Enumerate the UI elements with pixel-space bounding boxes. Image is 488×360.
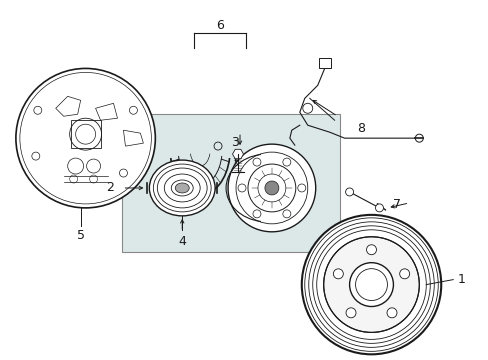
- Circle shape: [238, 184, 245, 192]
- Polygon shape: [232, 149, 243, 159]
- Circle shape: [301, 215, 440, 354]
- Circle shape: [282, 158, 290, 166]
- Circle shape: [252, 210, 261, 218]
- Circle shape: [252, 158, 261, 166]
- Circle shape: [16, 68, 155, 208]
- Text: 1: 1: [456, 273, 464, 286]
- Circle shape: [399, 269, 409, 279]
- Circle shape: [349, 263, 393, 306]
- Circle shape: [366, 245, 376, 255]
- Circle shape: [414, 134, 423, 142]
- Circle shape: [323, 237, 419, 332]
- Circle shape: [282, 210, 290, 218]
- Text: 6: 6: [216, 19, 224, 32]
- Text: 3: 3: [231, 136, 239, 149]
- Circle shape: [264, 181, 278, 195]
- Circle shape: [333, 269, 343, 279]
- Circle shape: [119, 169, 127, 177]
- Text: 4: 4: [178, 235, 186, 248]
- Text: 5: 5: [77, 229, 84, 242]
- Bar: [71, 120, 101, 148]
- Text: 7: 7: [393, 198, 401, 211]
- Bar: [318, 58, 330, 68]
- Circle shape: [129, 106, 137, 114]
- Circle shape: [227, 144, 315, 232]
- Text: 8: 8: [357, 122, 365, 135]
- Text: 2: 2: [106, 181, 114, 194]
- Circle shape: [386, 308, 396, 318]
- Circle shape: [346, 308, 355, 318]
- Circle shape: [32, 152, 40, 160]
- Ellipse shape: [175, 183, 189, 193]
- Circle shape: [345, 188, 353, 196]
- Ellipse shape: [149, 160, 215, 216]
- Circle shape: [34, 106, 41, 114]
- Bar: [122, 114, 339, 252]
- Circle shape: [375, 204, 383, 212]
- Circle shape: [297, 184, 305, 192]
